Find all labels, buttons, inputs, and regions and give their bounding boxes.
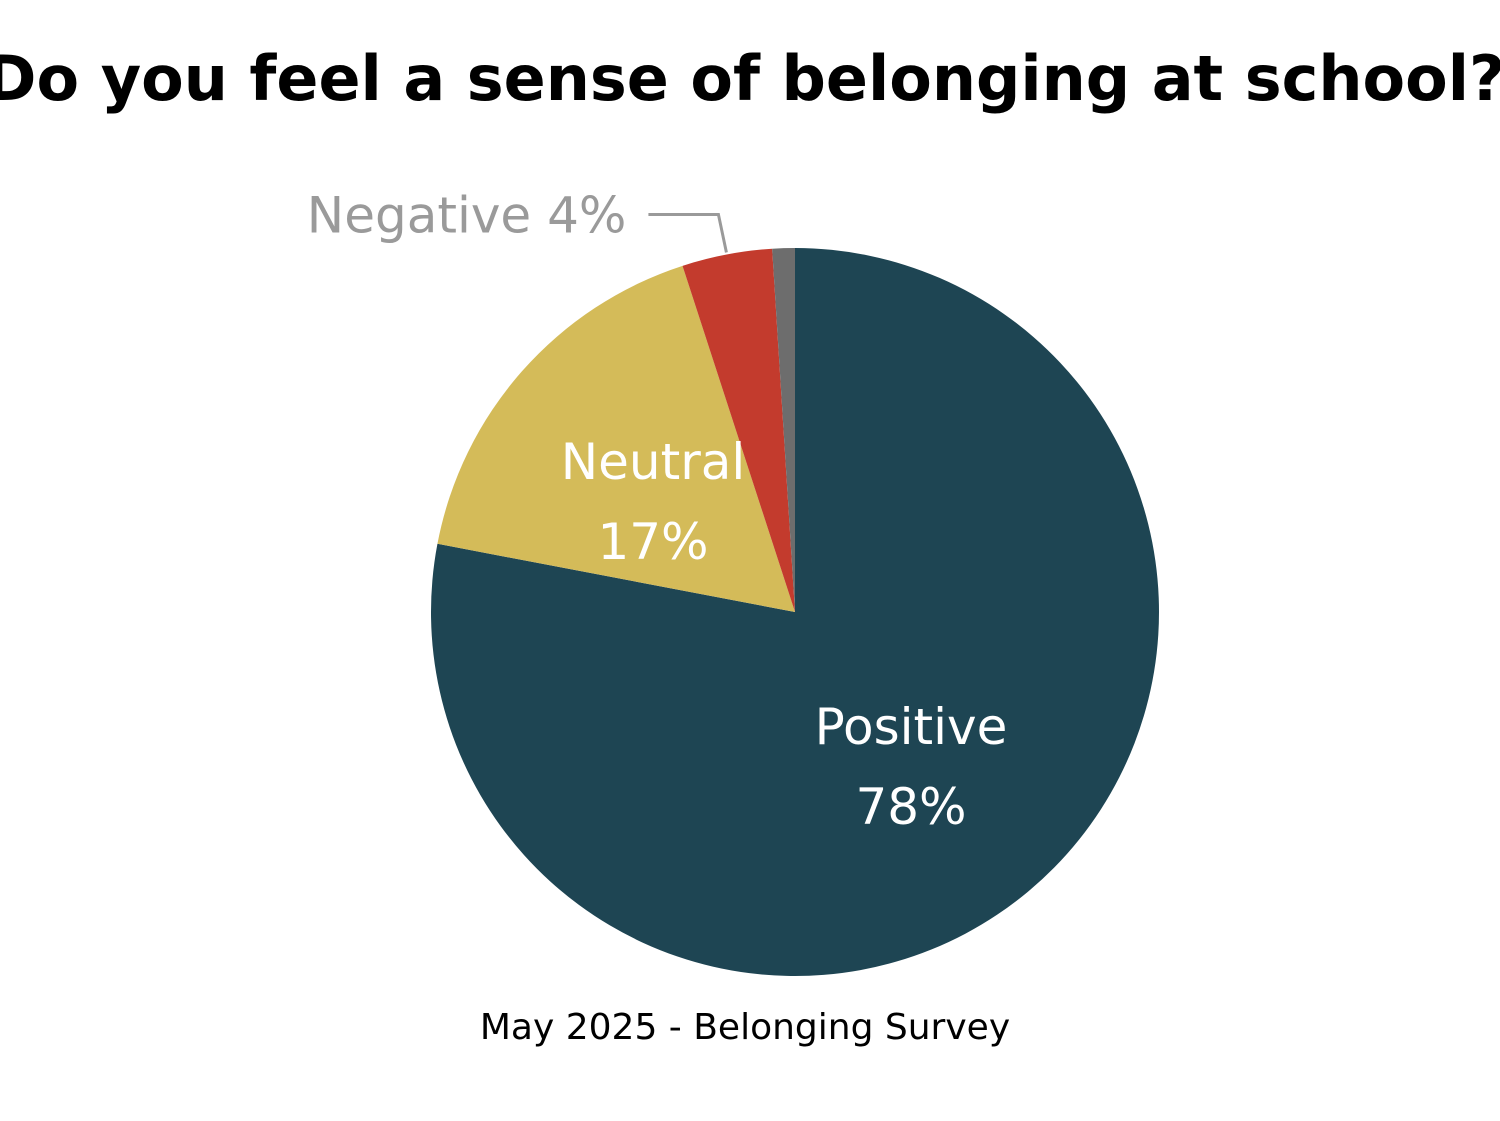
pie-slice-negative bbox=[682, 248, 795, 613]
leader-line-negative bbox=[648, 212, 728, 253]
pie-labels: Positive 78% Neutral 17% Negative 4% bbox=[307, 186, 1008, 836]
pie-slice-neutral bbox=[437, 265, 795, 612]
pie-slices bbox=[431, 248, 1159, 976]
slice-label-positive: Positive bbox=[815, 698, 1008, 756]
chart-title: Do you feel a sense of belonging at scho… bbox=[0, 42, 1500, 115]
slice-label-negative: Negative 4% bbox=[307, 186, 627, 244]
slice-label-neutral: Neutral bbox=[561, 433, 746, 491]
chart-caption: May 2025 - Belonging Survey bbox=[480, 1007, 1010, 1048]
pie-slice-other bbox=[772, 248, 795, 612]
slice-value-positive: 78% bbox=[855, 778, 966, 836]
slice-value-neutral: 17% bbox=[597, 513, 708, 571]
